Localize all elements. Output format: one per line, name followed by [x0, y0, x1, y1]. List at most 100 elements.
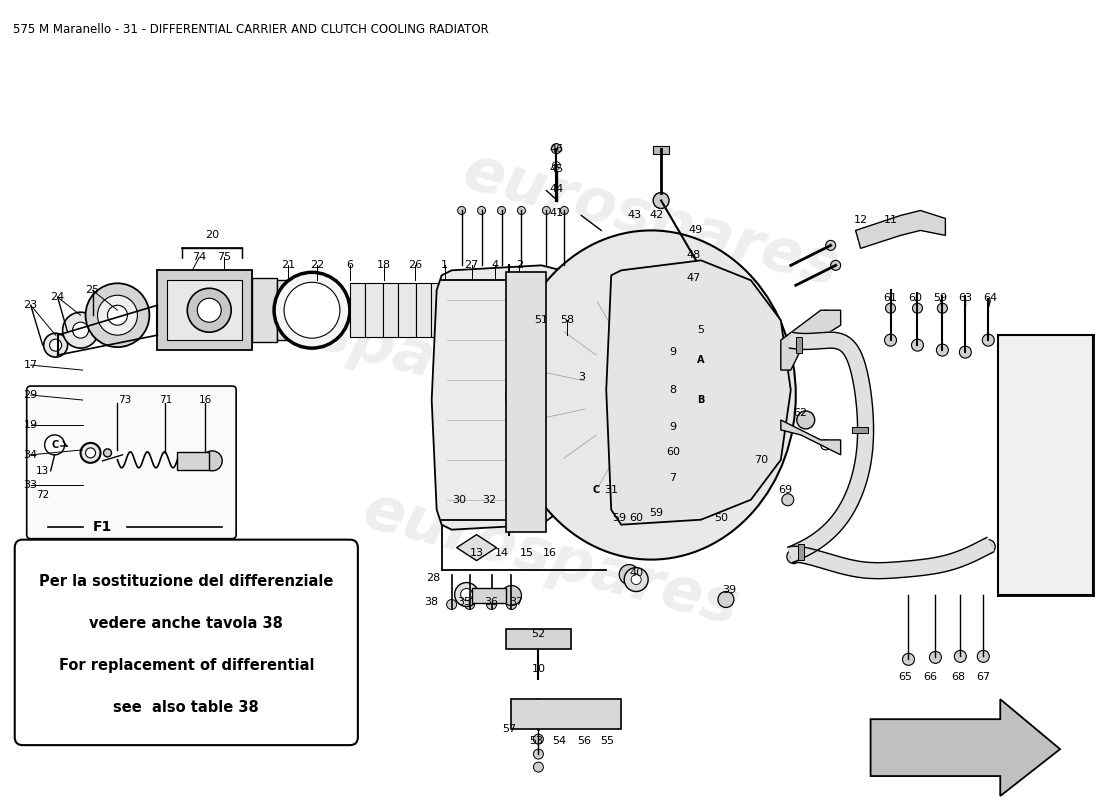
Text: 71: 71	[158, 395, 172, 405]
Circle shape	[691, 350, 711, 370]
Circle shape	[619, 565, 639, 585]
Text: 23: 23	[23, 300, 37, 310]
Bar	[416, 283, 431, 337]
Text: 5: 5	[697, 325, 704, 335]
Bar	[383, 283, 398, 337]
Text: 27: 27	[464, 260, 478, 270]
Text: 74: 74	[192, 252, 207, 262]
Circle shape	[44, 333, 67, 357]
Circle shape	[534, 762, 543, 772]
FancyBboxPatch shape	[26, 386, 236, 538]
Circle shape	[502, 586, 521, 606]
Text: 52: 52	[531, 630, 546, 639]
Circle shape	[202, 451, 222, 471]
Text: 66: 66	[923, 672, 937, 682]
Circle shape	[98, 295, 138, 335]
Polygon shape	[431, 266, 576, 530]
Text: A: A	[697, 355, 705, 365]
Text: 34: 34	[23, 450, 37, 460]
Circle shape	[695, 359, 707, 371]
Circle shape	[45, 435, 65, 455]
Text: 47: 47	[686, 274, 701, 283]
Circle shape	[517, 206, 526, 214]
Circle shape	[821, 440, 830, 450]
Circle shape	[274, 272, 350, 348]
Circle shape	[936, 344, 948, 356]
Circle shape	[86, 283, 150, 347]
Circle shape	[693, 486, 698, 493]
Text: 42: 42	[649, 210, 663, 221]
Text: 53: 53	[529, 736, 543, 746]
Circle shape	[616, 360, 686, 430]
Bar	[277, 280, 297, 340]
Bar	[350, 283, 365, 337]
Text: 70: 70	[754, 455, 768, 465]
Bar	[506, 272, 547, 532]
Circle shape	[477, 206, 485, 214]
Circle shape	[653, 193, 669, 209]
Text: 20: 20	[206, 230, 219, 241]
Text: Per la sostituzione del differenziale: Per la sostituzione del differenziale	[40, 574, 333, 589]
Text: 32: 32	[483, 494, 496, 505]
Bar	[431, 283, 449, 337]
Circle shape	[937, 303, 947, 314]
Circle shape	[636, 345, 726, 435]
Circle shape	[620, 522, 632, 534]
Text: 62: 62	[794, 408, 807, 418]
Text: 9: 9	[670, 422, 676, 432]
Circle shape	[551, 144, 561, 154]
FancyBboxPatch shape	[14, 540, 358, 745]
Bar	[157, 270, 252, 350]
Text: 21: 21	[280, 260, 295, 270]
Text: 24: 24	[51, 292, 65, 302]
Circle shape	[586, 480, 606, 500]
Text: 35: 35	[458, 598, 472, 607]
Circle shape	[913, 303, 923, 314]
Circle shape	[486, 599, 496, 610]
Circle shape	[708, 427, 714, 433]
Text: 33: 33	[24, 480, 37, 490]
Text: 64: 64	[983, 294, 998, 303]
Circle shape	[447, 599, 456, 610]
Circle shape	[914, 214, 926, 226]
Text: 30: 30	[452, 494, 466, 505]
Circle shape	[886, 303, 895, 314]
Circle shape	[691, 390, 711, 410]
Circle shape	[542, 206, 550, 214]
Text: 40: 40	[629, 567, 644, 578]
Text: see  also table 38: see also table 38	[113, 700, 260, 714]
Text: 60: 60	[909, 294, 923, 303]
Text: 6: 6	[346, 260, 353, 270]
Circle shape	[821, 310, 830, 320]
Circle shape	[791, 554, 796, 559]
Text: 67: 67	[976, 672, 990, 682]
Circle shape	[80, 443, 100, 463]
Circle shape	[458, 206, 465, 214]
Text: 9: 9	[670, 347, 676, 357]
Text: F1: F1	[92, 520, 112, 534]
Circle shape	[826, 241, 836, 250]
Circle shape	[708, 326, 720, 338]
Circle shape	[86, 448, 96, 458]
Text: 65: 65	[899, 672, 913, 682]
Text: 3: 3	[578, 372, 585, 382]
Text: 10: 10	[531, 664, 546, 674]
Circle shape	[623, 320, 637, 334]
Circle shape	[631, 574, 641, 585]
Circle shape	[705, 424, 717, 436]
Circle shape	[705, 299, 717, 311]
Text: eurospares: eurospares	[157, 262, 547, 418]
Bar	[167, 280, 242, 340]
Circle shape	[695, 459, 707, 471]
Circle shape	[534, 749, 543, 759]
Text: 8: 8	[670, 385, 676, 395]
Bar	[472, 587, 506, 603]
Text: 28: 28	[427, 573, 441, 582]
Bar	[365, 283, 383, 337]
Text: 73: 73	[118, 395, 131, 405]
Circle shape	[791, 337, 796, 343]
Text: 43: 43	[627, 210, 641, 221]
Circle shape	[63, 312, 99, 348]
Text: 14: 14	[494, 548, 508, 558]
Circle shape	[534, 704, 543, 714]
